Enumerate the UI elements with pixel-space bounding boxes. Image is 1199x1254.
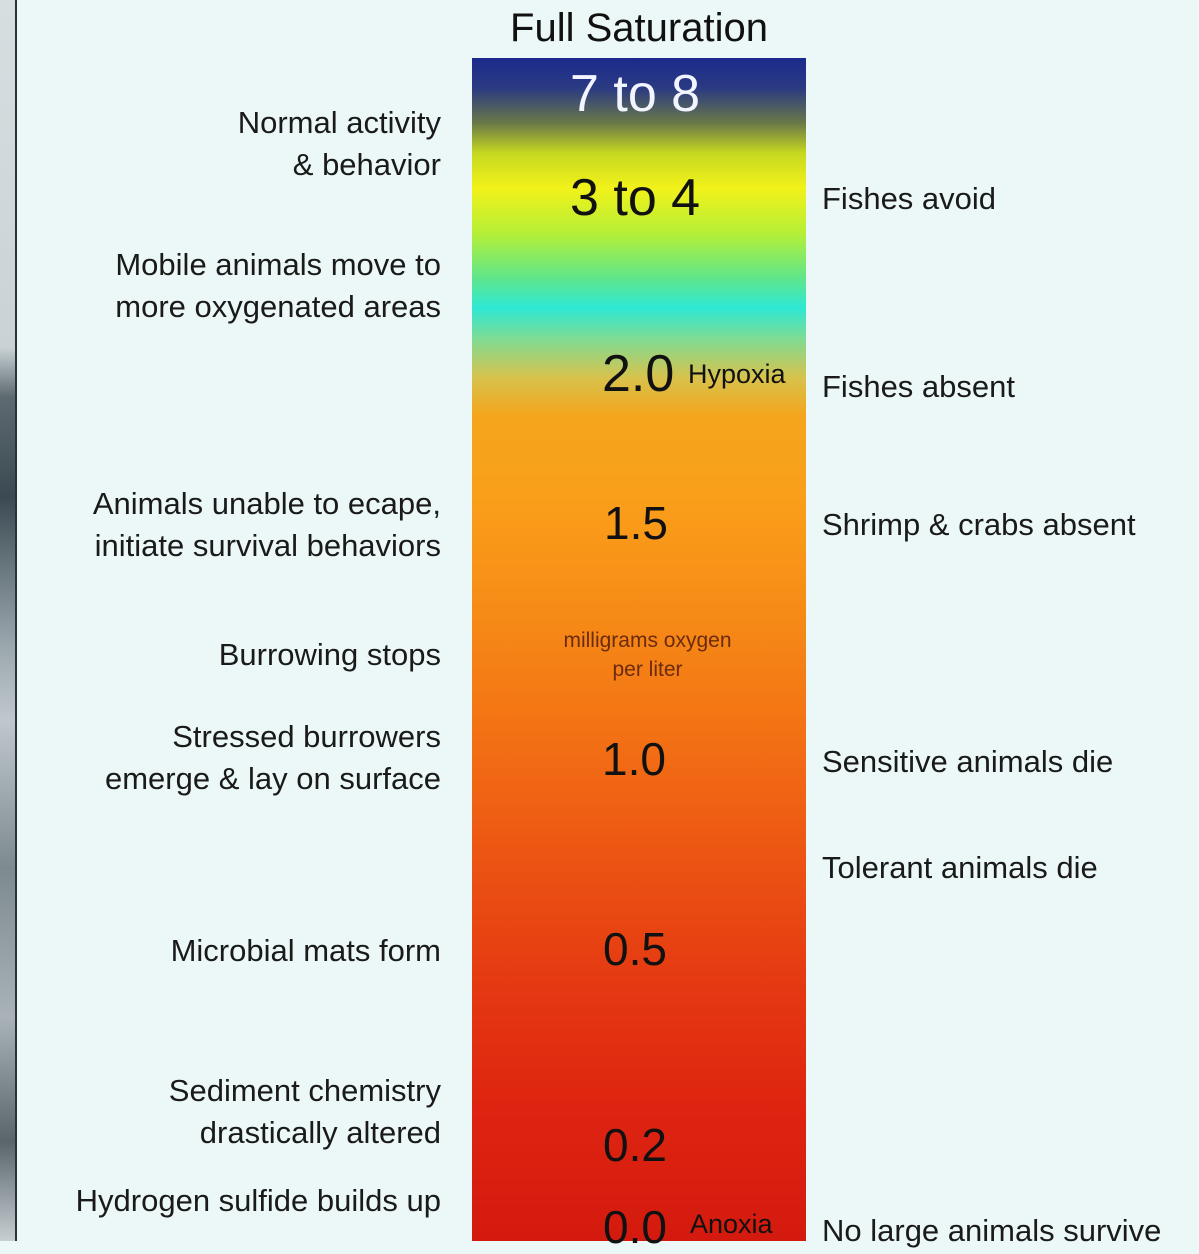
left-label-line: Microbial mats form (170, 933, 441, 968)
right-label-fishes-avoid: Fishes avoid (822, 181, 997, 216)
left-label-line: emerge & lay on surface (104, 761, 441, 796)
left-label-line: & behavior (292, 147, 441, 182)
left-label-line: Hydrogen sulfide builds up (75, 1183, 441, 1218)
left-label-microbial-mats: Microbial mats form (171, 930, 441, 972)
left-label-line: Animals unable to ecape, (92, 486, 441, 521)
right-label-sensitive-animals-die: Sensitive animals die (822, 744, 1114, 779)
left-label-stressed-burrowers: Stressed burrowers emerge & lay on surfa… (105, 716, 441, 800)
left-label-line: Sediment chemistry (168, 1073, 441, 1108)
left-label-sediment-chemistry: Sediment chemistry drastically altered (169, 1070, 441, 1154)
left-label-line: Burrowing stops (218, 637, 441, 672)
scale-value-3-4: 3 to 4 (570, 169, 701, 227)
left-label-mobile-animals: Mobile animals move to more oxygenated a… (115, 244, 441, 328)
anoxia-label: Anoxia (690, 1209, 773, 1239)
scale-value-0-5: 0.5 (603, 923, 667, 975)
left-label-line: initiate survival behaviors (94, 528, 441, 563)
scale-value-1-0: 1.0 (602, 733, 666, 785)
unit-label-line1: milligrams oxygen (563, 629, 732, 652)
right-label-tolerant-animals-die: Tolerant animals die (822, 850, 1098, 885)
scale-value-2-0: 2.0 (602, 345, 675, 403)
oxygen-scale-bar (472, 58, 806, 1241)
left-label-burrowing-stops: Burrowing stops (219, 634, 441, 676)
left-label-line: Stressed burrowers (172, 719, 441, 754)
scale-value-1-5: 1.5 (604, 497, 668, 549)
right-label-shrimp-crabs-absent: Shrimp & crabs absent (822, 507, 1136, 542)
left-label-line: Mobile animals move to (115, 247, 441, 282)
right-label-no-large-animals: No large animals survive (822, 1213, 1162, 1248)
unit-label-line2: per liter (612, 658, 683, 681)
background-photo-edge (0, 0, 17, 1241)
left-label-normal-activity: Normal activity & behavior (238, 102, 441, 186)
scale-value-7-8: 7 to 8 (570, 65, 701, 123)
hypoxia-label: Hypoxia (688, 359, 786, 389)
unit-label: milligrams oxygen per liter (540, 626, 755, 684)
left-label-hydrogen-sulfide: Hydrogen sulfide builds up (76, 1180, 441, 1222)
left-label-line: Normal activity (237, 105, 441, 140)
right-label-fishes-absent: Fishes absent (822, 369, 1015, 404)
left-label-line: more oxygenated areas (115, 289, 441, 324)
scale-value-0-0: 0.0 (603, 1201, 667, 1253)
scale-value-0-2: 0.2 (603, 1119, 667, 1171)
left-label-unable-to-escape: Animals unable to ecape, initiate surviv… (93, 483, 441, 567)
chart-title: Full Saturation (510, 6, 768, 50)
left-label-line: drastically altered (199, 1115, 441, 1150)
